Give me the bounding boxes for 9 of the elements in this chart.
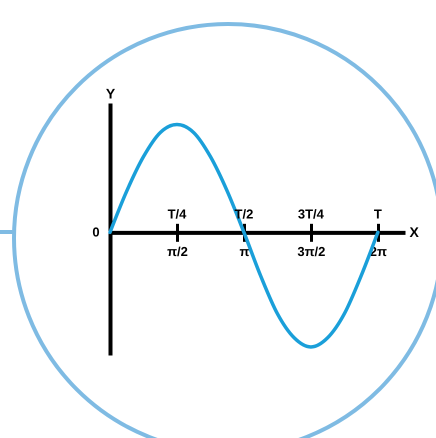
annotation: T (374, 206, 382, 222)
annotation: T/4 (168, 206, 188, 222)
x-axis-title: X (410, 224, 420, 240)
x-tick-label: 3π/2 (297, 244, 326, 259)
y-axis-title: Y (106, 86, 116, 102)
x-tick-label: π/2 (167, 244, 188, 259)
annotation: 3T/4 (298, 206, 325, 222)
text: 0 (92, 224, 100, 240)
x-tick-label: π (239, 244, 250, 259)
